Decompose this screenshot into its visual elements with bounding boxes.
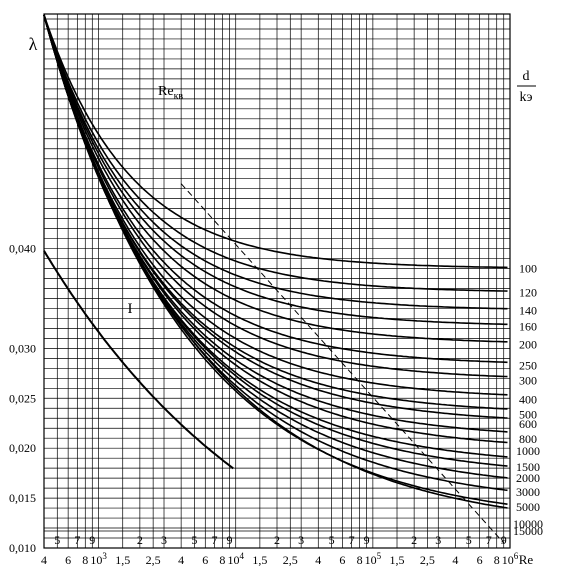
curve-label: 300	[519, 373, 537, 387]
curve-label: 1000	[516, 444, 540, 458]
x-upper-tick-label: 3	[161, 533, 167, 547]
relative-roughness-curve	[43, 14, 508, 378]
y-tick-label: 0,015	[9, 491, 36, 505]
curve-label: 800	[519, 432, 537, 446]
relative-roughness-curve	[43, 14, 508, 343]
x-upper-tick-label: 2	[411, 533, 417, 547]
x-tick-label: 6	[202, 553, 208, 567]
curve-label: 140	[519, 303, 537, 317]
curve-label: 200	[519, 337, 537, 351]
smooth-curve-label: I	[128, 301, 133, 317]
relative-roughness-curve	[43, 14, 508, 292]
x-upper-tick-label: 9	[89, 533, 95, 547]
x-tick-label: 4	[41, 553, 47, 567]
curve-label: 3000	[516, 485, 540, 499]
relative-roughness-curve	[43, 14, 508, 326]
y-tick-label: 0,030	[9, 341, 36, 355]
x-tick-label: 2,5	[283, 553, 298, 567]
y-tick-label: 0,025	[9, 391, 36, 405]
x-tick-label: 4	[452, 553, 458, 567]
x-upper-tick-label: 3	[298, 533, 304, 547]
relative-roughness-curve	[43, 14, 508, 419]
x-tick-label: 105	[365, 551, 382, 567]
curve-header-numerator: d	[523, 69, 530, 84]
x-upper-tick-label: 2	[274, 533, 280, 547]
x-upper-tick-label: 2	[137, 533, 143, 547]
x-upper-tick-label: 5	[54, 533, 60, 547]
x-upper-tick-label: 9	[226, 533, 232, 547]
x-tick-label: 103	[90, 551, 107, 567]
relative-roughness-curve	[43, 14, 508, 505]
x-upper-tick-label: 5	[191, 533, 197, 547]
curve-label: 1500	[516, 460, 540, 474]
curve-label: 15000	[513, 524, 543, 538]
relative-roughness-curve	[43, 14, 508, 396]
y-tick-label: 0,010	[9, 541, 36, 555]
curve-group	[43, 14, 508, 544]
x-tick-label: 2,5	[146, 553, 161, 567]
x-upper-tick-label: 9	[364, 533, 370, 547]
x-upper-tick-label: 3	[435, 533, 441, 547]
x-tick-label: 8	[357, 553, 363, 567]
re-kv-boundary-line	[180, 183, 505, 544]
x-tick-label: 2,5	[420, 553, 435, 567]
curve-label: 2000	[516, 471, 540, 485]
smooth-pipe-curve	[43, 250, 234, 470]
curve-label: 400	[519, 392, 537, 406]
x-upper-tick-label: 7	[486, 533, 492, 547]
relative-roughness-curve	[43, 14, 508, 269]
curve-label: 160	[519, 319, 537, 333]
curve-label: 10000	[513, 517, 543, 531]
x-tick-label: 1,5	[390, 553, 405, 567]
curve-label: 600	[519, 417, 537, 431]
y-axis-label: λ	[29, 34, 38, 54]
curve-label: 500	[519, 407, 537, 421]
x-upper-tick-label: 7	[211, 533, 217, 547]
x-tick-label: 104	[227, 551, 244, 567]
x-upper-tick-label: 7	[349, 533, 355, 547]
x-tick-label: 106	[502, 551, 519, 567]
curve-label: 5000	[516, 500, 540, 514]
relative-roughness-curve	[43, 14, 508, 509]
curve-label: 120	[519, 285, 537, 299]
x-tick-label: 6	[477, 553, 483, 567]
relative-roughness-curve	[43, 14, 508, 364]
x-upper-tick-label: 9	[501, 533, 507, 547]
x-tick-label: 8	[219, 553, 225, 567]
x-tick-label: 6	[339, 553, 345, 567]
y-tick-label: 0,040	[9, 242, 36, 256]
x-upper-tick-label: 5	[466, 533, 472, 547]
x-tick-label: 6	[65, 553, 71, 567]
x-axis-label: Re	[519, 552, 534, 567]
x-upper-tick-label: 7	[74, 533, 80, 547]
x-upper-tick-label: 5	[329, 533, 335, 547]
y-tick-label: 0,020	[9, 441, 36, 455]
x-tick-label: 1,5	[115, 553, 130, 567]
curve-label: 250	[519, 358, 537, 372]
x-tick-label: 8	[494, 553, 500, 567]
curve-label: 100	[519, 262, 537, 276]
curve-header-denominator: kэ	[519, 90, 532, 105]
x-tick-label: 1,5	[252, 553, 267, 567]
x-tick-label: 4	[315, 553, 321, 567]
re-kv-label: Reкв	[158, 84, 183, 102]
x-tick-label: 8	[82, 553, 88, 567]
x-tick-label: 4	[178, 553, 184, 567]
relative-roughness-curve	[43, 14, 508, 310]
